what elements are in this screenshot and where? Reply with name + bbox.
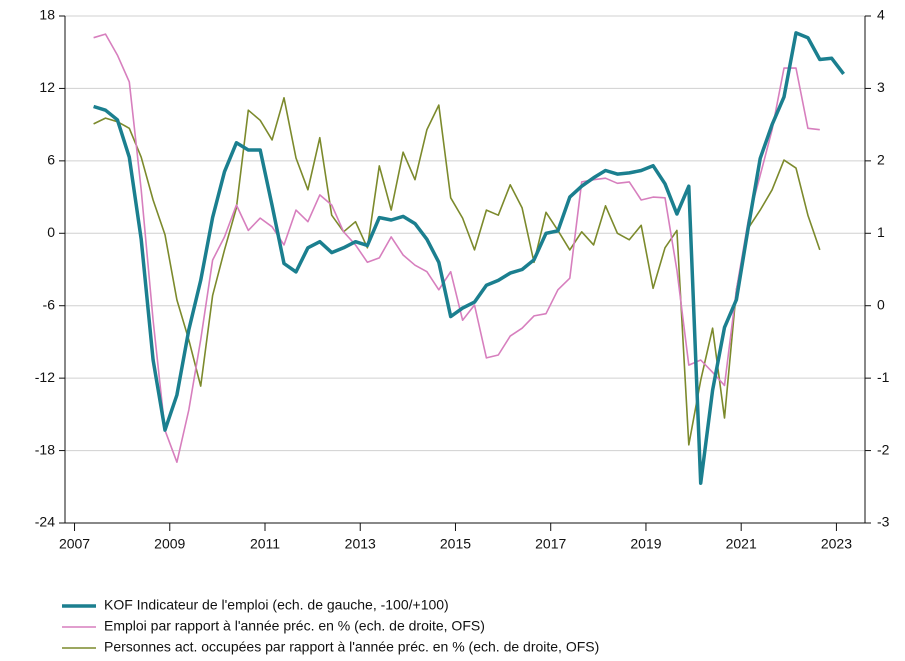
x-tick-label: 2013 (345, 536, 376, 552)
y-tick-label: 0 (47, 224, 55, 240)
y2-tick-label: 0 (877, 296, 885, 312)
y-tick-label: -12 (35, 369, 55, 385)
series-line (93, 33, 820, 463)
x-tick-label: 2007 (59, 536, 90, 552)
x-tick-label: 2009 (154, 536, 185, 552)
y-tick-label: 18 (39, 7, 55, 23)
x-tick-label: 2021 (726, 536, 757, 552)
x-tick-label: 2017 (535, 536, 566, 552)
y2-tick-label: -3 (877, 514, 890, 530)
y-tick-label: -24 (35, 514, 55, 530)
series-line (93, 31, 845, 485)
y-tick-label: -6 (43, 296, 56, 312)
y2-tick-label: -1 (877, 369, 890, 385)
y2-tick-label: -2 (877, 441, 890, 457)
x-tick-label: 2011 (250, 536, 280, 552)
y2-tick-label: 2 (877, 152, 885, 168)
legend-label: Emploi par rapport à l'année préc. en % … (104, 618, 485, 634)
y2-tick-label: 4 (877, 7, 885, 23)
y2-tick-label: 1 (877, 224, 885, 240)
y-tick-label: 6 (47, 152, 55, 168)
x-tick-label: 2015 (440, 536, 471, 552)
y-tick-label: 12 (39, 79, 55, 95)
y-tick-label: -18 (35, 441, 55, 457)
legend-label: KOF Indicateur de l'emploi (ech. de gauc… (104, 597, 449, 613)
x-tick-label: 2019 (630, 536, 661, 552)
x-tick-label: 2023 (821, 536, 852, 552)
y2-tick-label: 3 (877, 79, 885, 95)
legend-label: Personnes act. occupées par rapport à l'… (104, 639, 599, 655)
